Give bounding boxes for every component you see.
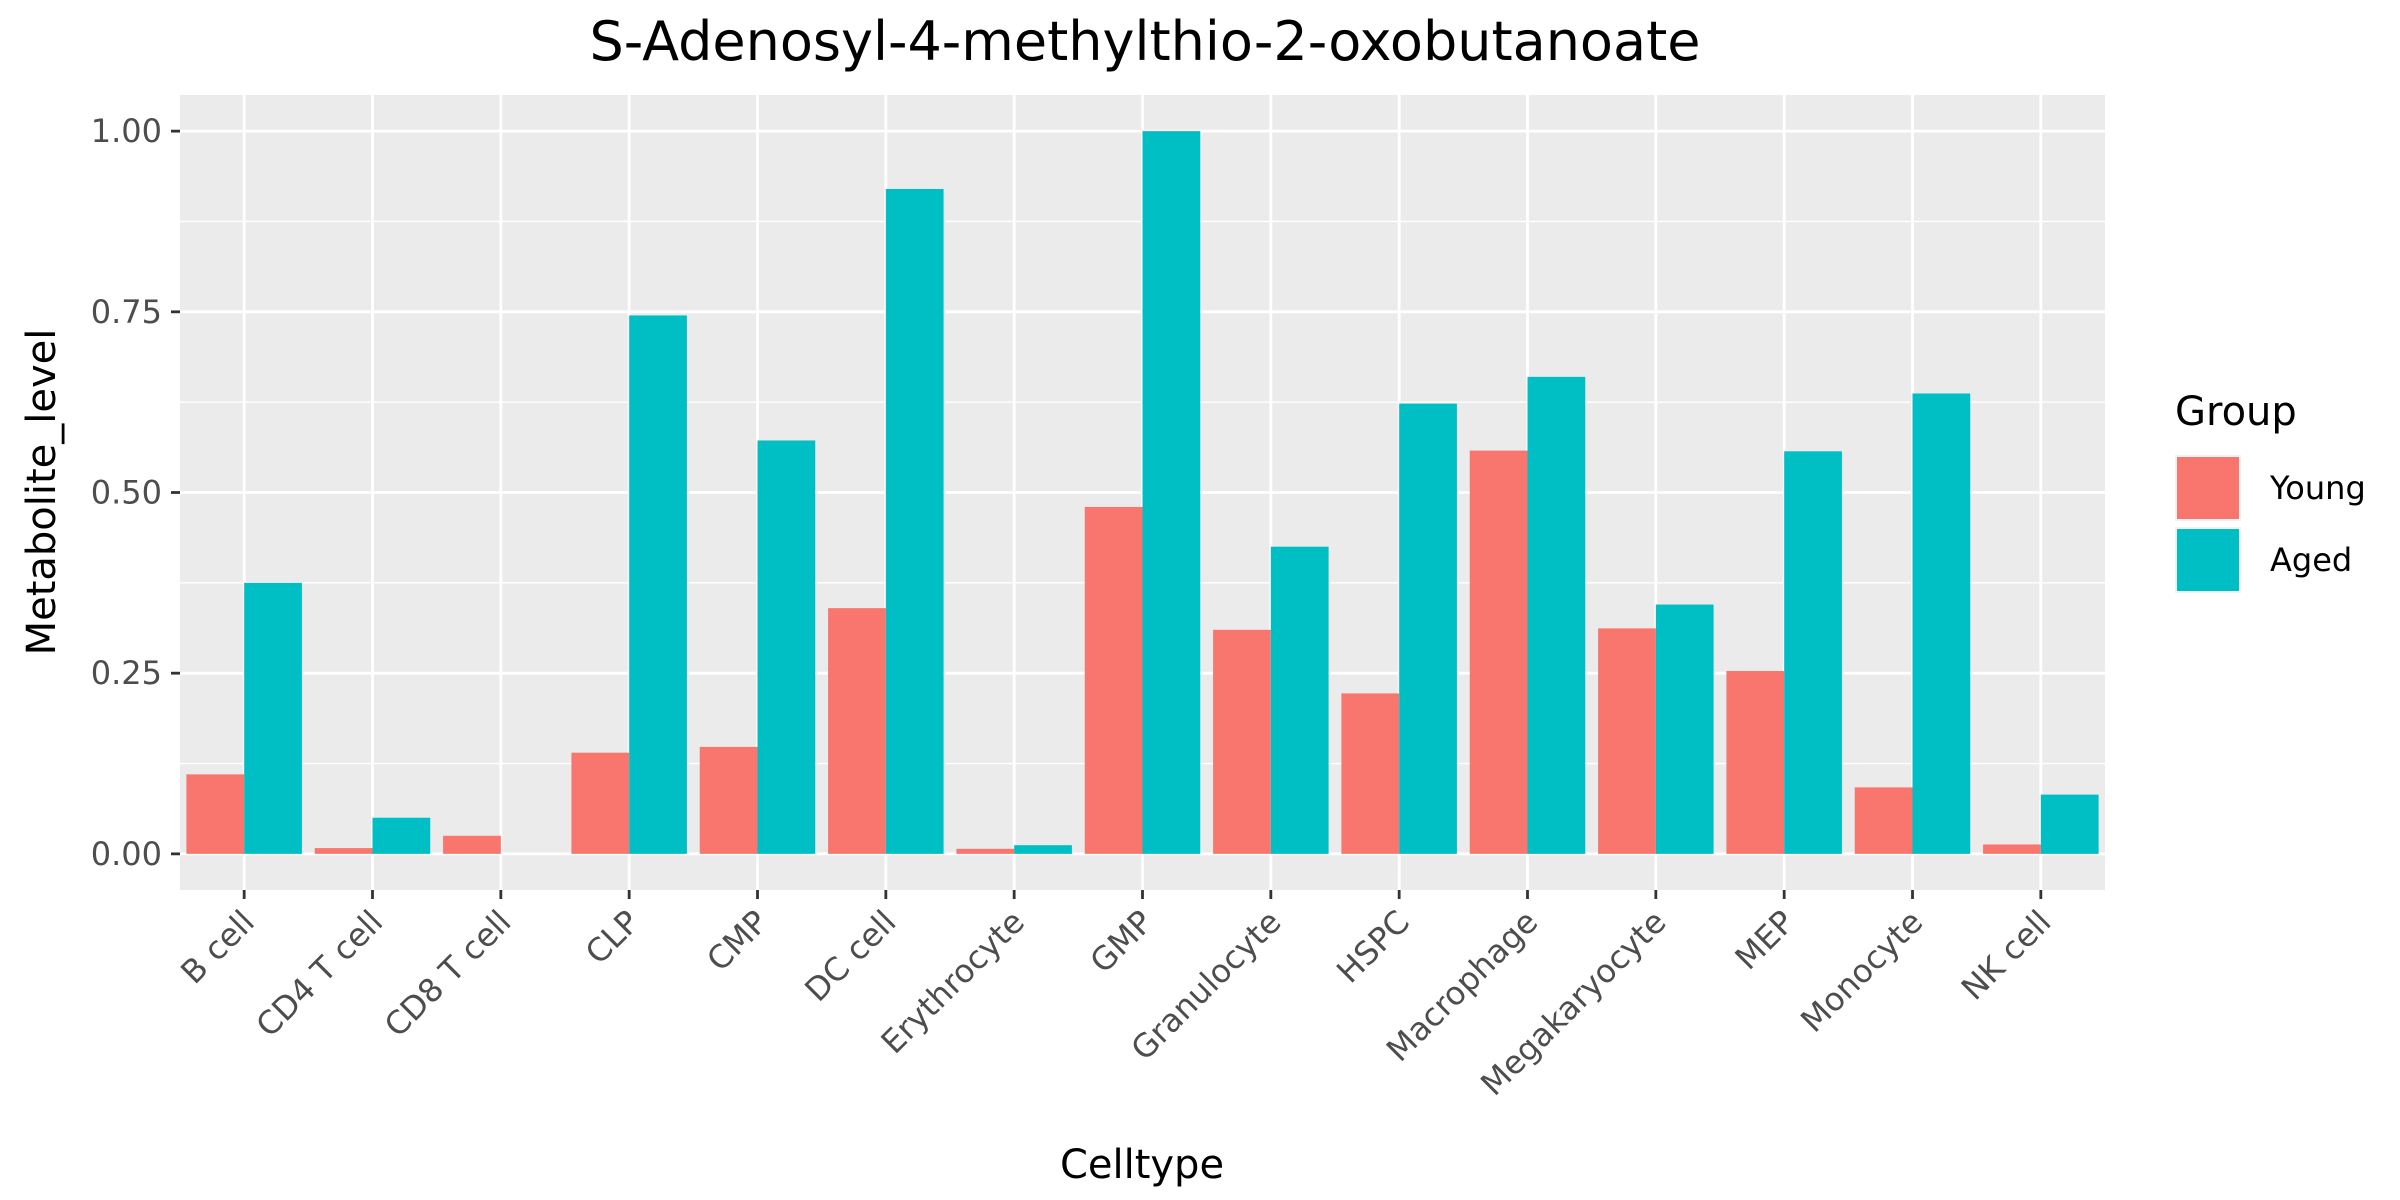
bar-aged [1014,845,1072,854]
y-tick-label: 0.00 [91,835,162,873]
legend-swatch-young [2177,457,2239,519]
x-tick-label: CD8 T cell [377,903,519,1045]
x-tick-label: NK cell [1954,903,2059,1008]
legend: Group Young Aged [2175,389,2366,593]
bar-aged [1142,131,1201,854]
x-tick-label: GMP [1083,903,1161,981]
y-tick-label: 1.00 [91,112,162,150]
bar-aged [1784,451,1842,854]
bars [186,131,2099,854]
legend-swatch-aged [2177,529,2239,591]
bar-aged [757,440,816,854]
bar-aged [372,817,431,854]
y-tick-label: 0.25 [91,654,162,692]
bar-aged [2040,794,2099,854]
x-tick-label: B cell [173,903,262,992]
bar-young [1469,450,1528,854]
bar-young [1341,693,1400,854]
bar-aged [244,582,302,854]
bar-young [1983,844,2041,854]
x-tick-label: CLP [578,903,647,972]
legend-title: Group [2175,389,2297,435]
chart-title: S-Adenosyl-4-methylthio-2-oxobutanoate [590,10,1701,73]
x-tick-label: HSPC [1329,903,1417,991]
x-axis-title: Celltype [1060,1142,1224,1188]
bar-young [1598,628,1656,854]
x-tick-label: CD4 T cell [249,903,391,1045]
bar-young [186,774,245,854]
bar-aged [629,315,687,854]
bar-aged [1912,393,1971,854]
x-tick-label: MEP [1727,903,1801,977]
bar-aged [885,188,944,854]
bar-aged [1399,403,1457,854]
y-tick-label: 0.50 [91,474,162,512]
x-tick-label: Monocyte [1793,903,1930,1040]
y-tick-label: 0.75 [91,293,162,331]
x-tick-label: DC cell [797,903,903,1009]
bar-aged [1655,604,1714,854]
bar-young [1213,629,1271,854]
bar-young [699,746,758,854]
bar-young [956,848,1015,854]
bar-young [443,835,501,854]
bar-young [1854,787,1913,854]
bar-young [1726,671,1785,854]
bar-young [828,608,886,854]
y-axis-title: Metabolite_level [19,329,65,656]
bar-young [314,848,373,854]
bar-aged [1270,546,1329,854]
legend-label-young: Young [2269,469,2366,507]
bar-aged [1527,376,1586,854]
x-tick-label: CMP [699,903,775,979]
legend-label-aged: Aged [2270,541,2352,579]
bar-young [571,752,630,854]
bar-young [1084,506,1143,854]
